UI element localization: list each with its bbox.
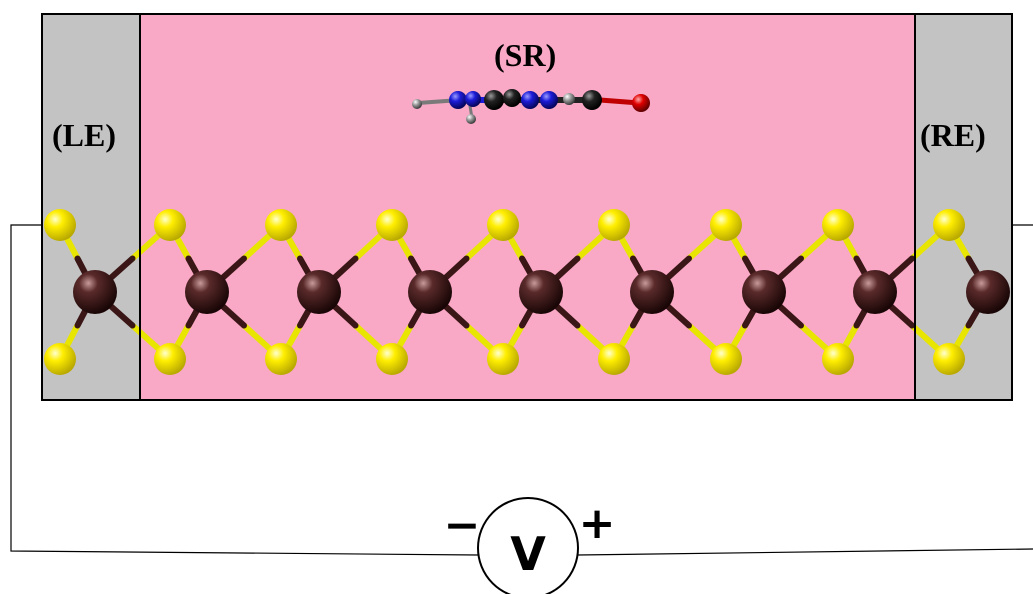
carbon-atom xyxy=(582,90,602,110)
nitrogen-atom xyxy=(521,91,539,109)
metal-atom xyxy=(408,270,452,314)
sulfur-atom xyxy=(376,209,408,241)
hydrogen-atom xyxy=(466,114,476,124)
sulfur-atom xyxy=(933,343,965,375)
sulfur-atom xyxy=(265,343,297,375)
sulfur-atom xyxy=(598,343,630,375)
right-bottom-wire xyxy=(577,548,1033,556)
region-borders xyxy=(41,13,1013,401)
circuit-wires xyxy=(10,224,1033,556)
metal-atom xyxy=(185,270,229,314)
positive-terminal-sign: + xyxy=(579,498,616,549)
sulfur-atom xyxy=(376,343,408,375)
sulfur-atom xyxy=(44,343,76,375)
metal-atom xyxy=(519,270,563,314)
sulfur-atom xyxy=(44,209,76,241)
monolayer-lattice-icon xyxy=(44,209,1010,375)
hydrogen-atom xyxy=(412,99,422,109)
sulfur-atom xyxy=(487,343,519,375)
sulfur-atom xyxy=(154,343,186,375)
metal-atom xyxy=(297,270,341,314)
voltmeter-icon: V − + xyxy=(444,497,616,594)
sulfur-atom xyxy=(487,209,519,241)
nitrogen-atom xyxy=(465,91,481,107)
oxygen-atom xyxy=(632,94,650,112)
metal-atom xyxy=(966,270,1010,314)
metal-atom xyxy=(73,270,117,314)
molecule-icon xyxy=(412,89,650,124)
carbon-atom xyxy=(484,90,504,110)
device-outline xyxy=(41,13,1013,401)
nitrogen-atom xyxy=(449,91,467,109)
sulfur-atom xyxy=(822,343,854,375)
scattering-region-label: (SR) xyxy=(494,37,556,73)
sulfur-atom xyxy=(598,209,630,241)
nitrogen-atom xyxy=(540,91,558,109)
left-electrode-region xyxy=(42,14,140,400)
sulfur-atom xyxy=(154,209,186,241)
voltmeter-circle xyxy=(477,497,579,594)
negative-terminal-sign: − xyxy=(444,500,481,551)
voltmeter-symbol: V xyxy=(510,527,546,581)
metal-atom xyxy=(742,270,786,314)
sulfur-atom xyxy=(265,209,297,241)
carbon-atom xyxy=(503,89,521,107)
scattering-region xyxy=(140,14,915,400)
left-electrode-label: (LE) xyxy=(52,117,116,153)
hydrogen-atom xyxy=(563,93,575,105)
metal-atom xyxy=(853,270,897,314)
sulfur-atom xyxy=(710,343,742,375)
sulfur-atom xyxy=(933,209,965,241)
device-regions xyxy=(42,14,1012,400)
metal-atom xyxy=(630,270,674,314)
right-electrode-label: (RE) xyxy=(920,117,986,153)
sulfur-atom xyxy=(822,209,854,241)
sulfur-atom xyxy=(710,209,742,241)
left-wire xyxy=(10,224,479,556)
